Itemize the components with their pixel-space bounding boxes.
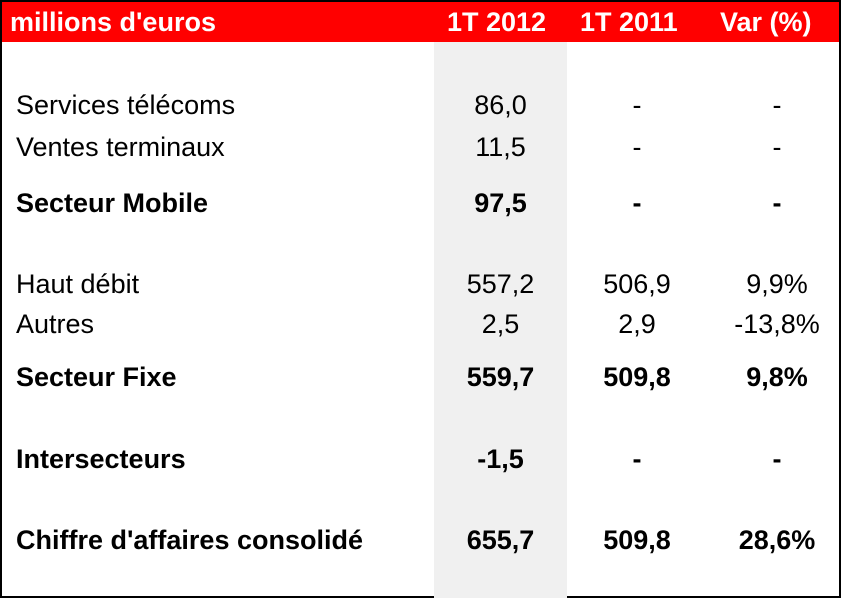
value-1t-2012: 655,7 xyxy=(466,525,535,555)
value-1t-2012: 86,0 xyxy=(474,90,527,120)
table-row: Autres 2,5 2,9 -13,8% xyxy=(2,307,839,341)
value-var: 9,9% xyxy=(746,269,808,299)
value-1t-2011: - xyxy=(632,132,642,162)
row-label: Services télécoms xyxy=(16,90,236,120)
value-var: - xyxy=(772,90,782,120)
row-label: Chiffre d'affaires consolidé xyxy=(16,525,363,555)
value-1t-2011: 506,9 xyxy=(603,269,671,299)
value-var: -13,8% xyxy=(734,309,820,339)
subtotal-row: Secteur Fixe 559,7 509,8 9,8% xyxy=(2,360,839,394)
table-row: Haut débit 557,2 506,9 9,9% xyxy=(2,267,839,301)
value-var: - xyxy=(772,444,782,474)
table-header: millions d'euros 1T 2012 1T 2011 Var (%) xyxy=(2,2,839,42)
subtotal-row: Secteur Mobile 97,5 - - xyxy=(2,186,839,220)
column-header-var: Var (%) xyxy=(720,7,812,37)
value-1t-2011: - xyxy=(632,444,642,474)
row-label: Ventes terminaux xyxy=(16,132,225,162)
value-1t-2012: -1,5 xyxy=(477,444,524,474)
subtotal-row: Intersecteurs -1,5 - - xyxy=(2,442,839,476)
row-label: Secteur Fixe xyxy=(16,362,177,392)
value-1t-2011: 2,9 xyxy=(618,309,656,339)
value-var: - xyxy=(772,188,782,218)
value-var: - xyxy=(772,132,782,162)
value-1t-2012: 2,5 xyxy=(481,309,520,339)
highlight-column-2012 xyxy=(434,42,567,598)
value-1t-2012: 557,2 xyxy=(466,269,535,299)
value-1t-2012: 559,7 xyxy=(466,362,535,392)
column-header-1t-2012: 1T 2012 xyxy=(447,7,547,37)
unit-label: millions d'euros xyxy=(10,7,216,37)
value-1t-2011: - xyxy=(632,188,642,218)
value-1t-2011: 509,8 xyxy=(603,362,671,392)
table-row: Ventes terminaux 11,5 - - xyxy=(2,130,839,164)
value-var: 28,6% xyxy=(738,525,816,555)
table-row: Services télécoms 86,0 - - xyxy=(2,88,839,122)
value-1t-2011: - xyxy=(632,90,642,120)
value-var: 9,8% xyxy=(746,362,808,392)
row-label: Autres xyxy=(16,309,95,339)
value-1t-2012: 97,5 xyxy=(474,188,527,218)
value-1t-2011: 509,8 xyxy=(603,525,671,555)
row-label: Intersecteurs xyxy=(16,444,186,474)
value-1t-2012: 11,5 xyxy=(475,132,526,162)
column-header-1t-2011: 1T 2011 xyxy=(580,7,678,37)
total-row: Chiffre d'affaires consolidé 655,7 509,8… xyxy=(2,523,839,557)
row-label: Secteur Mobile xyxy=(16,188,209,218)
row-label: Haut débit xyxy=(16,269,140,299)
